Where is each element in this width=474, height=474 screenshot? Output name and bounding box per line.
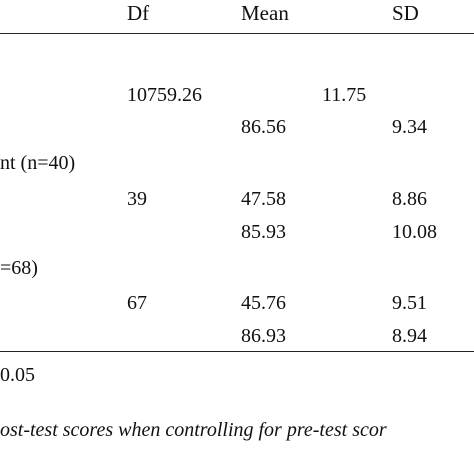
table-cell-value: 11.75 <box>322 84 367 106</box>
header-rule <box>0 33 474 34</box>
table-cell-sd: 10.08 <box>392 221 437 243</box>
bottom-rule <box>0 351 474 352</box>
header-mean: Mean <box>241 1 289 25</box>
table-cell-df: 39 <box>127 188 147 210</box>
group-label: =68) <box>0 257 38 279</box>
table-cell-sd: 9.34 <box>392 116 427 138</box>
table-cell-mean: 85.93 <box>241 221 286 243</box>
table-caption: ost-test scores when controlling for pre… <box>0 419 387 441</box>
table-cell-mean: 45.76 <box>241 292 286 314</box>
table-cell-mean: 47.58 <box>241 188 286 210</box>
table-cell-sd: 8.94 <box>392 325 427 347</box>
table-cell-df: 67 <box>127 292 147 314</box>
table-cell-sd: 8.86 <box>392 188 427 210</box>
table-note: 0.05 <box>0 364 35 386</box>
header-sd: SD <box>392 1 419 25</box>
group-label: nt (n=40) <box>0 152 76 174</box>
header-df: Df <box>127 1 150 25</box>
table-cell-mean: 86.56 <box>241 116 286 138</box>
table-cell-df: 10759.26 <box>127 84 202 106</box>
table-cell-mean: 86.93 <box>241 325 286 347</box>
table-cell-sd: 9.51 <box>392 292 427 314</box>
